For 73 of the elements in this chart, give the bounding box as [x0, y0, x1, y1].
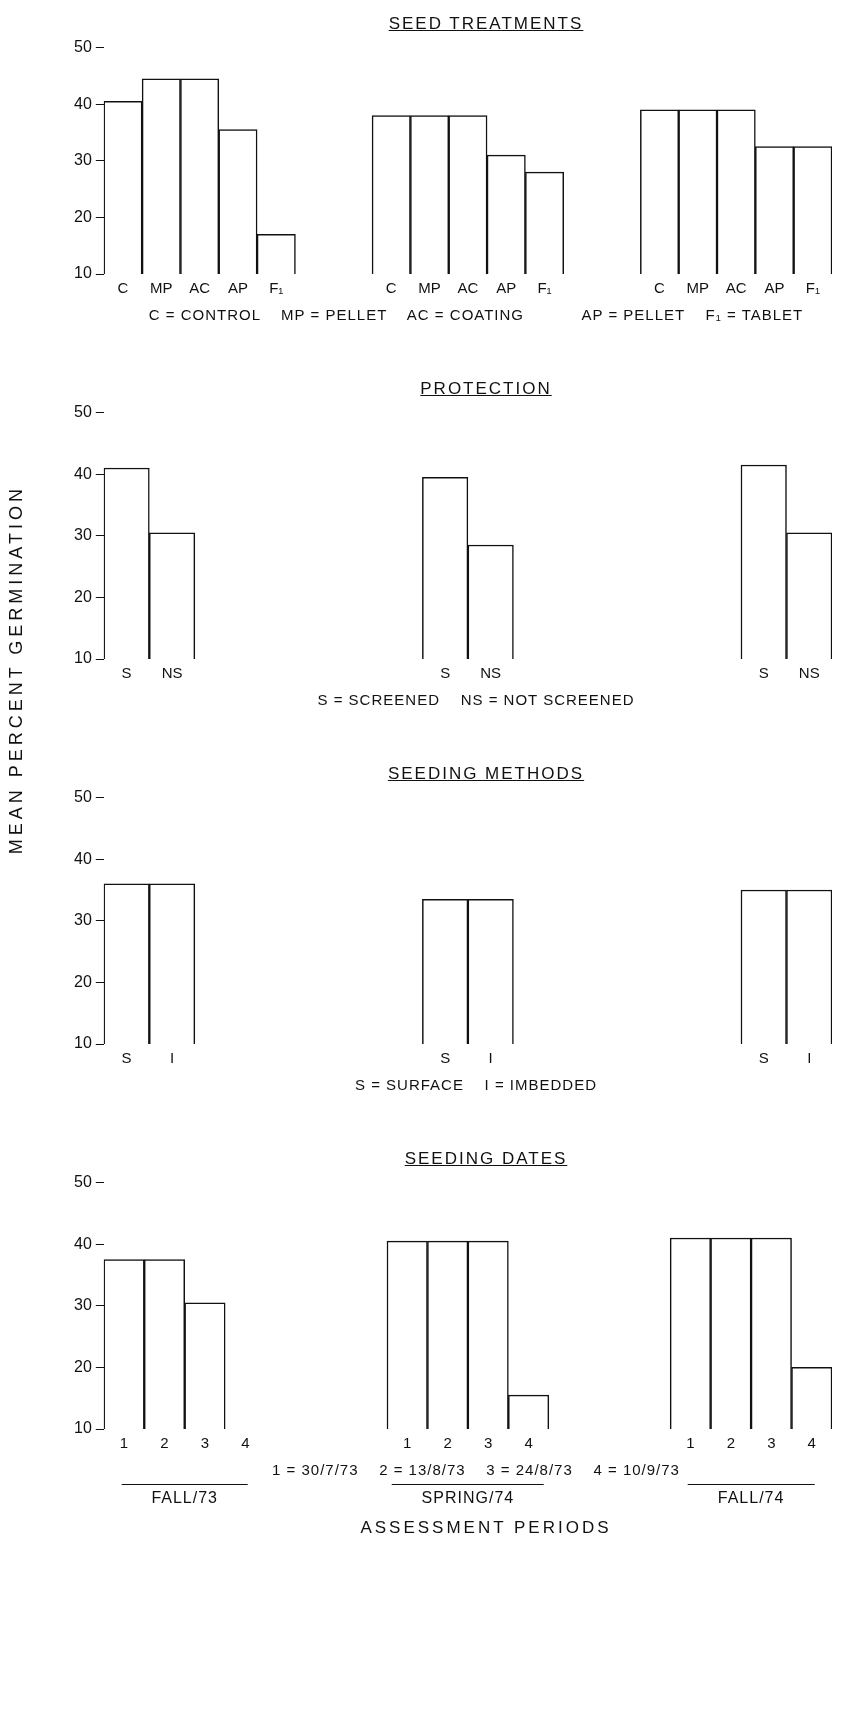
- x-tick-label: 3: [200, 1434, 210, 1452]
- x-tick-label: 4: [524, 1434, 533, 1452]
- text: S = SCREENED NS = NOT SCREENED: [317, 691, 635, 708]
- text: S = SURFACE I = IMBEDDED: [354, 1076, 598, 1093]
- x-tick-label: AP: [496, 279, 517, 297]
- x-tick-label: 2: [160, 1434, 169, 1452]
- text: AP = PELLET F₁ = TABLET: [581, 306, 804, 323]
- x-tick-label: 4: [807, 1434, 816, 1452]
- y-tick-label: 10: [74, 264, 92, 282]
- x-tick-label: AP: [227, 279, 248, 297]
- x-tick-label: NS: [798, 664, 820, 682]
- x-tick-label: C: [385, 279, 397, 297]
- x-tick-label: AC: [725, 279, 747, 297]
- x-tick-label: AP: [764, 279, 785, 297]
- y-tick-label: 40: [74, 849, 92, 867]
- y-tick-label: 20: [74, 587, 92, 605]
- text: FALL/73: [121, 1484, 249, 1507]
- x-axis-title: ASSESSMENT PERIODS: [359, 1517, 613, 1538]
- x-tick-label: AC: [457, 279, 479, 297]
- x-tick-label: S: [758, 1049, 769, 1067]
- y-tick-label: 40: [74, 1234, 92, 1252]
- y-tick-label: 50: [74, 38, 92, 56]
- x-tick-label: MP: [418, 279, 441, 297]
- x-tick-label: F₁: [805, 279, 820, 297]
- x-tick-label: 3: [483, 1434, 493, 1452]
- x-tick-label: NS: [161, 664, 183, 682]
- y-tick-label: 40: [74, 464, 92, 482]
- x-tick-label: C: [654, 279, 666, 297]
- x-tick-label: NS: [480, 664, 502, 682]
- x-tick-label: MP: [150, 279, 173, 297]
- chart-title: SEEDING DATES: [403, 1148, 569, 1169]
- x-tick-label: S: [758, 664, 769, 682]
- x-tick-label: 2: [443, 1434, 452, 1452]
- x-tick-label: S: [121, 664, 132, 682]
- x-tick-label: 2: [726, 1434, 736, 1452]
- y-tick-label: 20: [74, 1357, 92, 1375]
- y-tick-label: 30: [74, 1296, 92, 1314]
- x-tick-label: F₁: [537, 279, 552, 297]
- x-tick-label: S: [440, 664, 451, 682]
- chart-title: SEEDING METHODS: [387, 764, 585, 783]
- x-tick-label: S: [440, 1049, 451, 1067]
- y-tick-label: 40: [74, 94, 92, 112]
- x-tick-label: 1: [119, 1434, 129, 1452]
- x-tick-label: 1: [403, 1434, 412, 1452]
- y-tick-label: 50: [74, 403, 92, 421]
- x-tick-label: S: [121, 1049, 132, 1067]
- x-tick-label: AC: [189, 279, 211, 297]
- y-tick-label: 10: [74, 1034, 92, 1052]
- text: FALL/74: [687, 1484, 815, 1507]
- x-tick-label: F₁: [269, 279, 284, 297]
- y-axis-title: MEAN PERCENT GERMINATION: [6, 485, 27, 855]
- text: 1 = 30/7/73 2 = 13/8/73 3 = 24/8/73 4 = 10/9/73: [272, 1461, 680, 1478]
- x-tick-label: MP: [686, 279, 710, 297]
- x-tick-label: 4: [241, 1434, 250, 1452]
- y-tick-label: 50: [74, 788, 92, 806]
- y-tick-label: 50: [74, 1173, 92, 1191]
- x-tick-label: I: [807, 1049, 812, 1067]
- chart-title: PROTECTION: [419, 378, 553, 399]
- chart-title: SEED TREATMENTS: [387, 13, 585, 34]
- y-tick-label: 20: [74, 972, 92, 990]
- y-tick-label: 30: [74, 911, 92, 929]
- x-tick-label: I: [488, 1049, 493, 1067]
- text: SPRING/74: [391, 1484, 545, 1507]
- y-tick-label: 10: [74, 649, 92, 667]
- y-tick-label: 10: [74, 1419, 92, 1437]
- y-tick-label: 20: [74, 207, 92, 225]
- y-tick-label: 30: [74, 526, 92, 544]
- x-tick-label: I: [169, 1049, 175, 1067]
- x-tick-label: C: [117, 279, 129, 297]
- x-tick-label: 3: [767, 1434, 776, 1452]
- y-tick-label: 30: [74, 151, 92, 169]
- x-tick-label: 1: [686, 1434, 695, 1452]
- text: C = CONTROL MP = PELLET AC = COATING: [148, 306, 525, 323]
